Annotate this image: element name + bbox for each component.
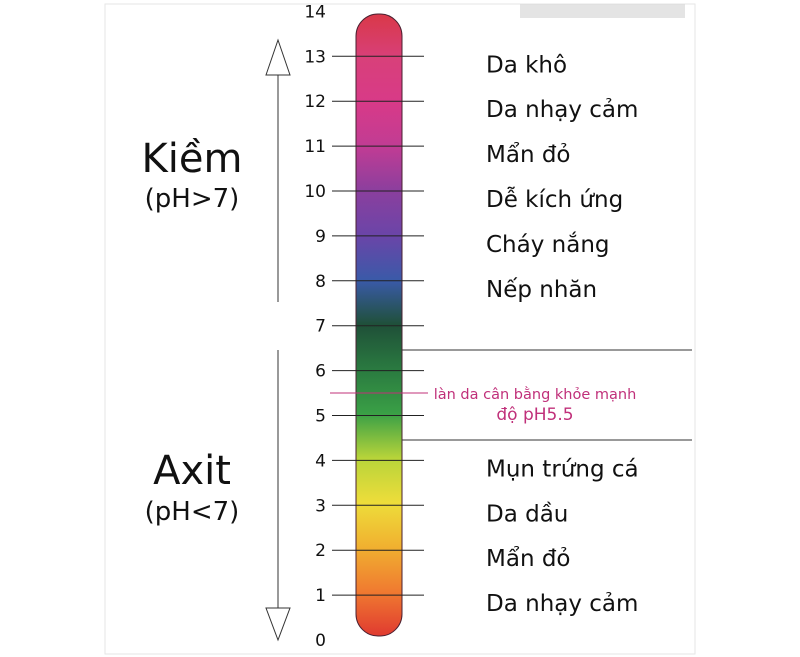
tick-label: 11 xyxy=(304,137,326,157)
tick-label: 10 xyxy=(304,182,326,202)
tick-label: 12 xyxy=(304,92,326,112)
alkaline-title: Kiềm xyxy=(142,136,243,182)
condition-label: Da dầu xyxy=(486,501,568,527)
alkaline-subtitle: (pH>7) xyxy=(145,184,240,214)
tick-label: 5 xyxy=(315,407,326,427)
tick-label: 13 xyxy=(304,47,326,67)
condition-label: Da nhạy cảm xyxy=(486,97,638,123)
alkaline-arrow-icon xyxy=(265,38,291,302)
condition-label: Cháy nắng xyxy=(486,231,610,258)
blurred-watermark xyxy=(520,4,685,18)
tick-label: 1 xyxy=(315,586,326,606)
tick-label: 4 xyxy=(315,451,326,471)
tick-label: 3 xyxy=(315,496,326,516)
tick-label: 8 xyxy=(315,272,326,292)
acid-subtitle: (pH<7) xyxy=(145,497,240,527)
acid-title: Axit xyxy=(153,448,231,494)
condition-label: Nếp nhăn xyxy=(486,277,597,303)
condition-label: Mẩn đỏ xyxy=(486,142,571,168)
tick-label: 9 xyxy=(315,227,326,247)
tick-label: 6 xyxy=(315,362,326,382)
frame xyxy=(104,3,696,655)
condition-label: Mẩn đỏ xyxy=(486,546,571,572)
ph-color-bar xyxy=(355,13,403,637)
condition-label: Da khô xyxy=(486,52,567,78)
healthy-ph-value: độ pH5.5 xyxy=(496,405,573,425)
tick-label: 0 xyxy=(315,631,326,651)
condition-label: Da nhạy cảm xyxy=(486,591,638,617)
tick-label: 14 xyxy=(304,2,326,22)
condition-label: Dễ kích ứng xyxy=(486,185,623,213)
healthy-label: làn da cân bằng khỏe mạnh xyxy=(434,386,637,403)
acid-arrow-icon xyxy=(265,350,291,642)
tick-label: 2 xyxy=(315,541,326,561)
tick-label: 7 xyxy=(315,317,326,337)
condition-label: Mụn trứng cá xyxy=(486,456,639,482)
